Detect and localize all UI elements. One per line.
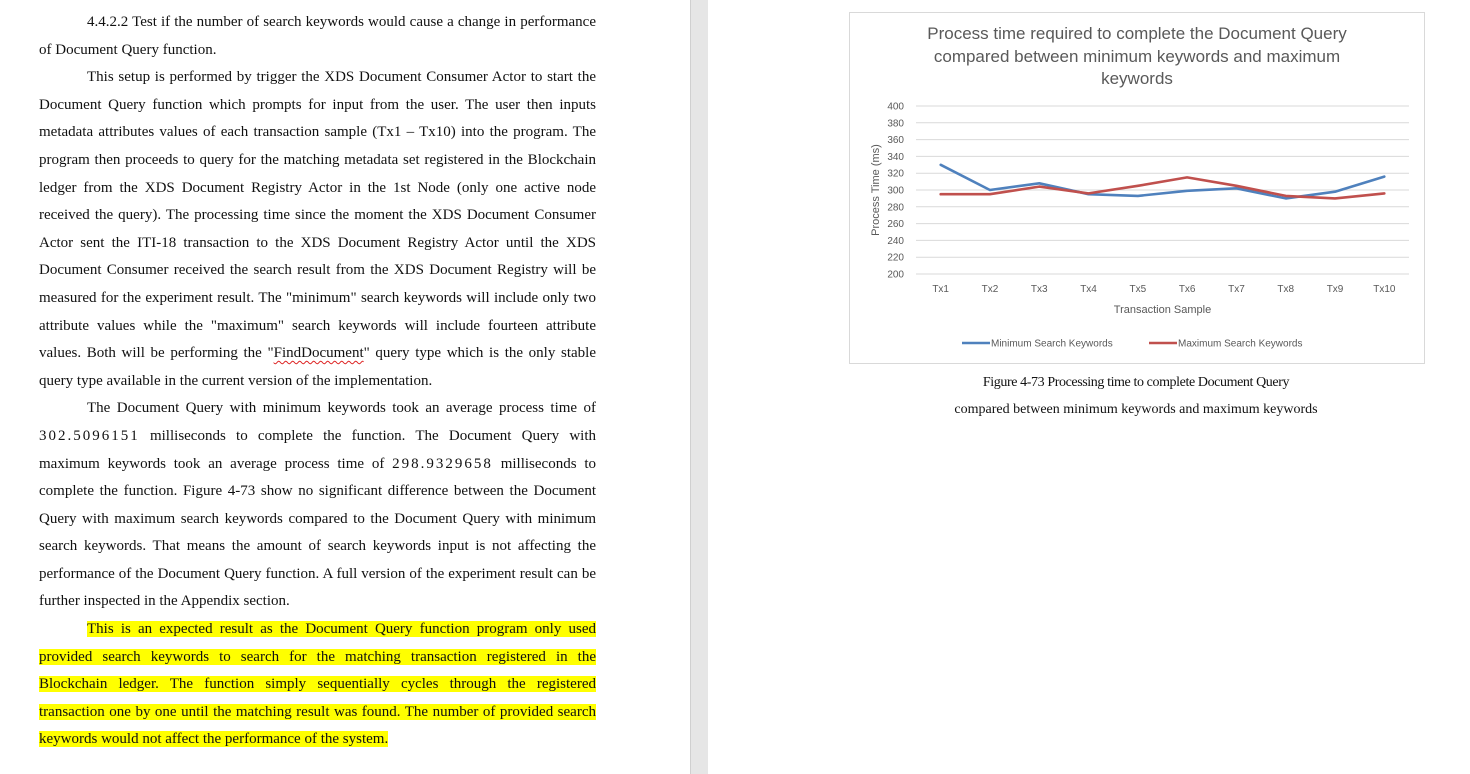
x-tick-label: Tx2 <box>982 284 999 295</box>
series-line-minimum <box>939 163 1386 200</box>
legend-label: Minimum Search Keywords <box>991 339 1113 350</box>
y-tick-label: 240 <box>887 236 904 247</box>
chart-title-line: keywords <box>1101 69 1173 88</box>
chart-plot: 200 220 240 260 280 300 320 340 360 380 400 Tx1 Tx2 T… <box>870 102 1409 350</box>
page-gutter <box>690 0 710 774</box>
paragraph-highlighted: This is an expected result as the Docume… <box>39 616 596 754</box>
x-tick-label: Tx8 <box>1277 284 1294 295</box>
figure-caption: Figure 4-73 Processing time to complete … <box>982 375 1290 390</box>
x-tick-label: Tx5 <box>1130 284 1147 295</box>
x-axis-label: Transaction Sample <box>1114 304 1211 316</box>
body-text: 4.4.2.2 Test if the number of search key… <box>39 9 596 754</box>
y-axis-label: Process Time (ms) <box>870 144 882 236</box>
chart-title-line: compared between minimum keywords and ma… <box>933 46 1341 66</box>
y-tick-label: 380 <box>887 118 904 129</box>
y-tick-label: 360 <box>887 135 904 146</box>
y-tick-label: 280 <box>887 202 904 213</box>
chart-title-line: Process time required to complete the Do… <box>927 24 1347 43</box>
y-tick-label: 340 <box>887 152 904 163</box>
paragraph-setup: This setup is performed by trigger the X… <box>39 69 596 389</box>
legend-label: Maximum Search Keywords <box>1178 339 1302 350</box>
y-tick-label: 200 <box>887 270 904 281</box>
x-tick-label: Tx10 <box>1373 284 1396 295</box>
paragraph-results: The Document Query with minimum keywords… <box>39 400 597 610</box>
x-tick-label: Tx6 <box>1179 284 1196 295</box>
y-tick-label: 300 <box>887 186 904 197</box>
x-tick-label: Tx7 <box>1228 284 1245 295</box>
highlighted-text: This is an expected result as the Docume… <box>39 621 596 748</box>
y-tick-label: 260 <box>887 219 904 230</box>
y-tick-label: 320 <box>887 169 904 180</box>
left-document-page: 4.4.2.2 Test if the number of search key… <box>0 0 690 774</box>
spellcheck-flagged-word[interactable]: FindDocument <box>273 345 364 362</box>
y-tick-label: 400 <box>887 102 904 113</box>
x-tick-label: Tx9 <box>1327 284 1344 295</box>
x-tick-label: Tx1 <box>932 284 949 295</box>
figure-caption-line2: compared between minimum keywords and ma… <box>954 402 1318 417</box>
section-heading: 4.4.2.2 Test if the number of search key… <box>39 14 596 58</box>
chart-title: Process time required to complete the Do… <box>890 23 1384 91</box>
line-chart[interactable]: Process time required to complete the Do… <box>849 12 1425 364</box>
series-line-maximum <box>939 176 1386 200</box>
x-tick-label: Tx3 <box>1031 284 1048 295</box>
y-tick-label: 220 <box>887 253 904 264</box>
x-tick-label: Tx4 <box>1080 284 1097 295</box>
